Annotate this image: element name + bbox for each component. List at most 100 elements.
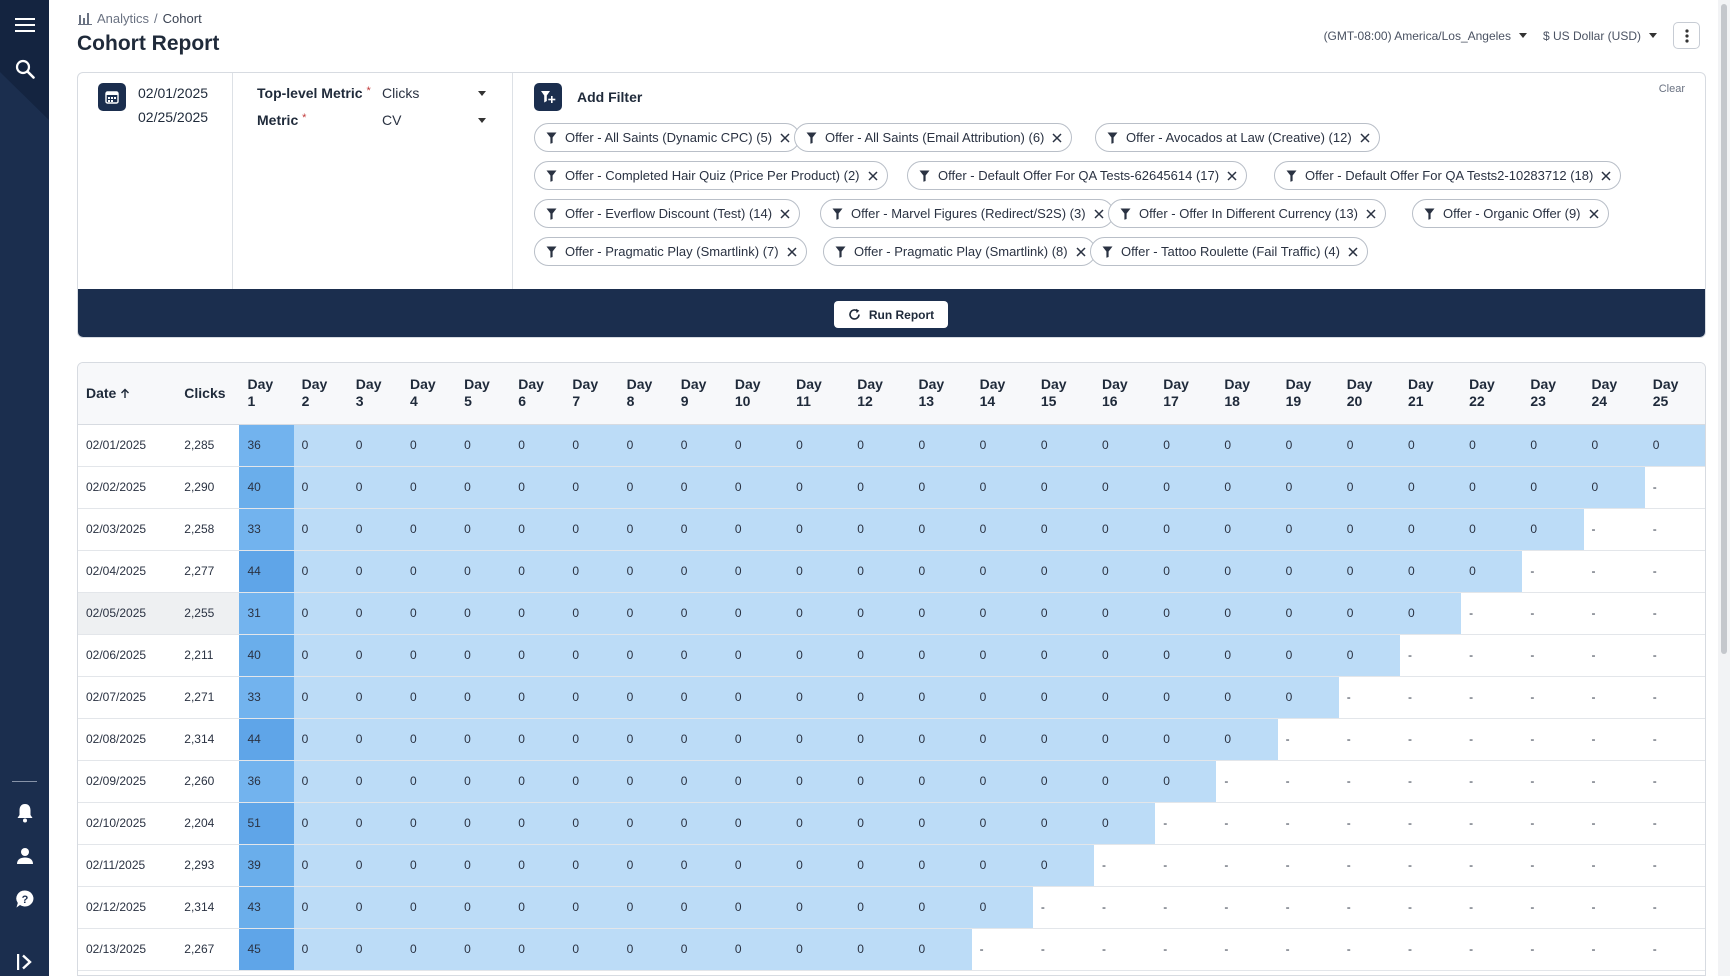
page-scrollbar[interactable] bbox=[1718, 0, 1730, 976]
cell-day-11: 0 bbox=[788, 886, 850, 929]
cell-day-5: 0 bbox=[456, 634, 511, 677]
help-icon[interactable]: ? bbox=[12, 886, 37, 911]
filter-chip[interactable]: Offer - Everflow Discount (Test) (14) bbox=[534, 199, 801, 228]
table-body: 02/01/2025 2,285 36 0 0 0 0 0 0 0 0 0 0 0 0 0 0 0 0 0 0 0 0 0 0 0… bbox=[78, 424, 1705, 971]
filter-chip[interactable]: Offer - Tattoo Roulette (Fail Traffic) (… bbox=[1090, 237, 1368, 266]
table-row[interactable]: 02/02/2025 2,290 40 0 0 0 0 0 0 0 0 0 0 0 0 0 0 0 0 0 0 0 0 0 0 0… bbox=[78, 466, 1705, 509]
column-header-day-18[interactable]: Day 18 bbox=[1216, 363, 1278, 425]
start-date[interactable]: 02/01/2025 bbox=[138, 85, 209, 101]
close-icon[interactable] bbox=[1094, 208, 1104, 219]
table-row[interactable]: 02/08/2025 2,314 44 0 0 0 0 0 0 0 0 0 0 0 0 0 0 0 0 0- - - - - -… bbox=[78, 718, 1705, 761]
timezone-select[interactable]: (GMT-08:00) America/Los_Angeles bbox=[1324, 29, 1527, 43]
table-row[interactable]: 02/13/2025 2,267 45 0 0 0 0 0 0 0 0 0 0 0 0- - - - - - - - - - -… bbox=[78, 928, 1705, 971]
more-options-button[interactable] bbox=[1673, 22, 1700, 49]
column-header-day-13[interactable]: Day 13 bbox=[910, 363, 972, 425]
currency-select[interactable]: $ US Dollar (USD) bbox=[1543, 29, 1657, 43]
close-icon[interactable] bbox=[867, 170, 878, 181]
filter-icon bbox=[1286, 170, 1297, 182]
filter-chip[interactable]: Offer - Pragmatic Play (Smartlink) (7) bbox=[534, 237, 807, 266]
close-icon[interactable] bbox=[1360, 132, 1370, 143]
table-row[interactable]: 02/12/2025 2,314 43 0 0 0 0 0 0 0 0 0 0 0 0 0- - - - - - - - - -… bbox=[78, 886, 1705, 929]
close-icon[interactable] bbox=[1366, 208, 1376, 219]
filter-chip[interactable]: Offer - Default Offer For QA Tests-62645… bbox=[907, 161, 1248, 190]
column-header-day-22[interactable]: Day 22 bbox=[1461, 363, 1523, 425]
column-header-day-19[interactable]: Day 19 bbox=[1277, 363, 1339, 425]
metric-select[interactable]: CV bbox=[382, 112, 486, 128]
top-level-metric-select[interactable]: Clicks bbox=[382, 85, 486, 101]
table-row[interactable]: 02/10/2025 2,204 51 0 0 0 0 0 0 0 0 0 0 0 0 0 0 0- - - - - - - -… bbox=[78, 802, 1705, 845]
column-header-day-17[interactable]: Day 17 bbox=[1155, 363, 1217, 425]
close-icon[interactable] bbox=[780, 208, 790, 219]
cell-day-20: - bbox=[1338, 886, 1400, 929]
column-header-day-6[interactable]: Day 6 bbox=[510, 363, 565, 425]
cell-day-20: - bbox=[1338, 676, 1400, 719]
close-icon[interactable] bbox=[787, 246, 797, 257]
close-icon[interactable] bbox=[1227, 170, 1237, 181]
scrollbar-thumb[interactable] bbox=[1721, 4, 1727, 654]
column-header-day-7[interactable]: Day 7 bbox=[564, 363, 619, 425]
user-icon[interactable] bbox=[12, 843, 37, 868]
bell-icon[interactable] bbox=[12, 800, 37, 825]
column-header-day-4[interactable]: Day 4 bbox=[401, 363, 457, 425]
filter-chip[interactable]: Offer - Offer In Different Currency (13) bbox=[1108, 199, 1386, 228]
add-filter-label[interactable]: Add Filter bbox=[577, 89, 643, 105]
column-header-day-21[interactable]: Day 21 bbox=[1399, 363, 1462, 425]
column-header-day-16[interactable]: Day 16 bbox=[1094, 363, 1156, 425]
column-header-day-20[interactable]: Day 20 bbox=[1338, 363, 1400, 425]
column-header-day-2[interactable]: Day 2 bbox=[293, 363, 348, 425]
table-row[interactable]: 02/09/2025 2,260 36 0 0 0 0 0 0 0 0 0 0 0 0 0 0 0 0- - - - - - -… bbox=[78, 760, 1705, 803]
add-filter-button[interactable] bbox=[534, 83, 562, 111]
search-icon[interactable] bbox=[12, 56, 37, 81]
table-row[interactable]: 02/05/2025 2,255 31 0 0 0 0 0 0 0 0 0 0 0 0 0 0 0 0 0 0 0 0- - -… bbox=[78, 592, 1705, 635]
filter-chip[interactable]: Offer - All Saints (Email Attribution) (… bbox=[794, 123, 1073, 152]
run-report-button[interactable]: Run Report bbox=[834, 301, 948, 328]
cell-day-7: 0 bbox=[564, 424, 619, 467]
column-header-day-5[interactable]: Day 5 bbox=[456, 363, 511, 425]
close-icon[interactable] bbox=[1052, 132, 1062, 143]
close-icon[interactable] bbox=[1076, 246, 1086, 257]
table-row[interactable]: 02/06/2025 2,211 40 0 0 0 0 0 0 0 0 0 0 0 0 0 0 0 0 0 0 0- - - -… bbox=[78, 634, 1705, 677]
cell-day-17: 0 bbox=[1155, 550, 1217, 593]
filter-chip[interactable]: Offer - All Saints (Dynamic CPC) (5) bbox=[534, 123, 801, 152]
column-header-day-14[interactable]: Day 14 bbox=[971, 363, 1033, 425]
table-row[interactable]: 02/04/2025 2,277 44 0 0 0 0 0 0 0 0 0 0 0 0 0 0 0 0 0 0 0 0 0- -… bbox=[78, 550, 1705, 593]
column-header-day-10[interactable]: Day 10 bbox=[726, 363, 789, 425]
column-header-date[interactable]: Date bbox=[78, 363, 177, 425]
menu-icon[interactable] bbox=[12, 12, 37, 37]
close-icon[interactable] bbox=[1348, 246, 1358, 257]
filter-chip[interactable]: Offer - Marvel Figures (Redirect/S2S) (3… bbox=[820, 199, 1114, 228]
close-icon[interactable] bbox=[1588, 208, 1599, 219]
date-picker-button[interactable] bbox=[98, 83, 126, 111]
filter-chip[interactable]: Offer - Avocados at Law (Creative) (12) bbox=[1095, 123, 1380, 152]
expand-icon[interactable] bbox=[12, 949, 37, 974]
filter-chip[interactable]: Offer - Organic Offer (9) bbox=[1412, 199, 1609, 228]
breadcrumb-analytics[interactable]: Analytics bbox=[97, 11, 150, 26]
filter-chip[interactable]: Offer - Default Offer For QA Tests2-1028… bbox=[1274, 161, 1622, 190]
column-header-day-25[interactable]: Day 25 bbox=[1644, 363, 1705, 425]
column-header-day-1[interactable]: Day 1 bbox=[239, 363, 294, 425]
column-header-clicks[interactable]: Clicks bbox=[176, 363, 240, 425]
table-row[interactable]: 02/03/2025 2,258 33 0 0 0 0 0 0 0 0 0 0 0 0 0 0 0 0 0 0 0 0 0 0-… bbox=[78, 508, 1705, 551]
close-icon[interactable] bbox=[1601, 170, 1611, 181]
cell-day-13: 0 bbox=[910, 928, 972, 971]
table-row[interactable]: 02/11/2025 2,293 39 0 0 0 0 0 0 0 0 0 0 0 0 0 0- - - - - - - - -… bbox=[78, 844, 1705, 887]
end-date[interactable]: 02/25/2025 bbox=[138, 109, 209, 125]
table-row[interactable]: 02/01/2025 2,285 36 0 0 0 0 0 0 0 0 0 0 0 0 0 0 0 0 0 0 0 0 0 0 0… bbox=[78, 424, 1705, 467]
clear-filters-button[interactable]: Clear bbox=[1658, 83, 1685, 95]
cell-day-19: 0 bbox=[1277, 424, 1339, 467]
day-word: Day bbox=[857, 376, 883, 393]
cell-day-21: - bbox=[1399, 634, 1462, 677]
column-header-day-11[interactable]: Day 11 bbox=[788, 363, 850, 425]
cell-day-10: 0 bbox=[726, 718, 789, 761]
close-icon[interactable] bbox=[780, 132, 790, 143]
column-header-day-15[interactable]: Day 15 bbox=[1032, 363, 1095, 425]
column-header-day-9[interactable]: Day 9 bbox=[672, 363, 727, 425]
table-row[interactable]: 02/07/2025 2,271 33 0 0 0 0 0 0 0 0 0 0 0 0 0 0 0 0 0 0- - - - -… bbox=[78, 676, 1705, 719]
column-header-day-24[interactable]: Day 24 bbox=[1583, 363, 1645, 425]
filter-chip[interactable]: Offer - Pragmatic Play (Smartlink) (8) bbox=[823, 237, 1096, 266]
filter-chip[interactable]: Offer - Completed Hair Quiz (Price Per P… bbox=[534, 161, 888, 190]
column-header-day-12[interactable]: Day 12 bbox=[849, 363, 911, 425]
column-header-day-23[interactable]: Day 23 bbox=[1522, 363, 1584, 425]
column-header-day-3[interactable]: Day 3 bbox=[347, 363, 402, 425]
column-header-day-8[interactable]: Day 8 bbox=[618, 363, 673, 425]
